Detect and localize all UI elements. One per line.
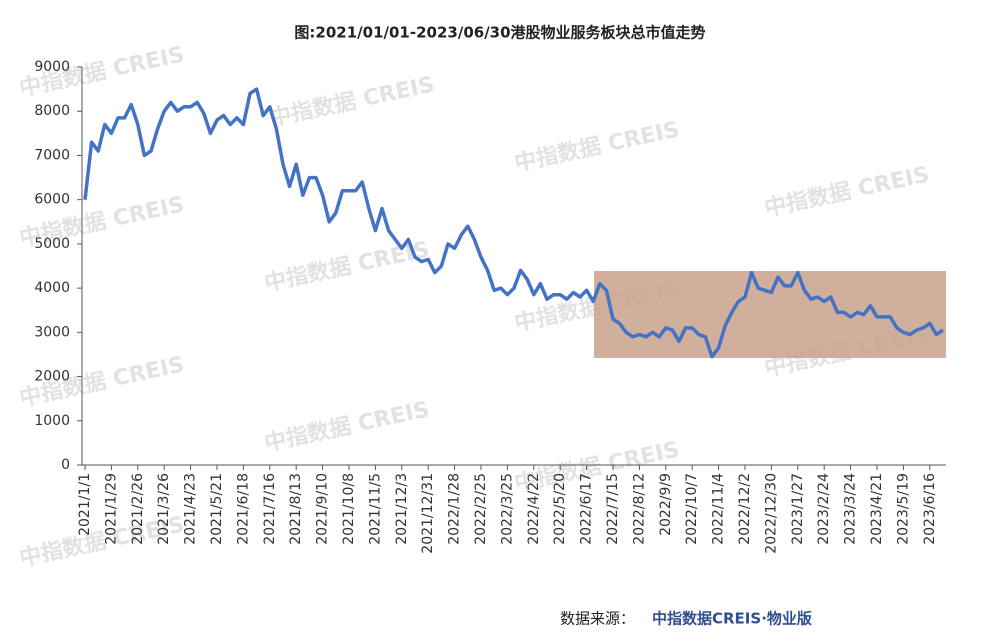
watermark: 中指数据 CREIS — [762, 161, 932, 221]
x-tick-label: 2022/11/4 — [711, 473, 727, 545]
x-tick-label: 2022/6/17 — [579, 473, 595, 545]
x-tick-label: 2021/10/8 — [341, 473, 357, 545]
y-tick-label: 3000 — [34, 324, 70, 340]
watermark: 中指数据 CREIS — [262, 396, 432, 456]
x-tick-label: 2021/2/26 — [130, 473, 146, 545]
x-tick-label: 2021/3/26 — [156, 473, 172, 545]
x-tick-label: 2022/9/9 — [658, 473, 674, 536]
watermark: 中指数据 CREIS — [512, 116, 682, 176]
x-tick-label: 2021/6/18 — [235, 473, 251, 545]
x-tick-label: 2021/12/31 — [420, 473, 436, 554]
chart-title: 图:2021/01/01-2023/06/30港股物业服务板块总市值走势 — [294, 24, 705, 42]
y-tick-label: 7000 — [34, 147, 70, 163]
x-tick-label: 2022/3/25 — [499, 473, 515, 545]
y-tick-label: 1000 — [34, 413, 70, 429]
y-tick-label: 6000 — [34, 192, 70, 208]
x-tick-label: 2022/8/12 — [631, 473, 647, 545]
x-tick-label: 2022/12/2 — [737, 473, 753, 545]
x-tick-label: 2021/9/10 — [315, 473, 331, 545]
watermark: 中指数据 CREIS — [262, 236, 432, 296]
x-tick-label: 2023/1/27 — [790, 473, 806, 545]
x-tick-label: 2022/2/25 — [473, 473, 489, 545]
series-line — [83, 87, 944, 359]
y-tick-label: 9000 — [34, 59, 70, 75]
x-tick-label: 2023/5/19 — [895, 473, 911, 545]
x-tick-label: 2021/4/23 — [183, 473, 199, 545]
y-tick-label: 5000 — [34, 236, 70, 252]
x-tick-label: 2023/2/24 — [816, 473, 832, 545]
y-tick-label: 0 — [61, 457, 70, 473]
x-tick-label: 2021/1/1 — [77, 473, 93, 536]
source-label: 数据来源： — [560, 610, 635, 628]
y-tick-label: 2000 — [34, 369, 70, 385]
x-tick-label: 2023/6/16 — [922, 473, 938, 545]
x-tick-label: 2022/10/7 — [684, 473, 700, 545]
y-tick-label: 4000 — [34, 280, 70, 296]
x-tick-label: 2022/4/22 — [526, 473, 542, 545]
x-tick-label: 2023/3/24 — [843, 473, 859, 545]
watermark: 中指数据 CREIS — [267, 71, 437, 131]
x-tick-label: 2022/1/28 — [447, 473, 463, 545]
x-tick-label: 2021/12/3 — [394, 473, 410, 545]
x-tick-label: 2022/7/15 — [605, 473, 621, 545]
highlight-box — [594, 271, 946, 358]
y-tick-label: 8000 — [34, 103, 70, 119]
x-tick-label: 2021/11/5 — [367, 473, 383, 545]
x-tick-label: 2021/8/13 — [288, 473, 304, 545]
x-tick-label: 2021/5/21 — [209, 473, 225, 545]
source: 中指数据CREIS·物业版 — [652, 610, 812, 628]
x-tick-label: 2022/12/30 — [763, 473, 779, 554]
x-tick-label: 2021/7/16 — [262, 473, 278, 545]
x-tick-label: 2023/4/21 — [869, 473, 885, 545]
x-tick-label: 2021/1/29 — [103, 473, 119, 545]
x-tick-label: 2022/5/20 — [552, 473, 568, 545]
